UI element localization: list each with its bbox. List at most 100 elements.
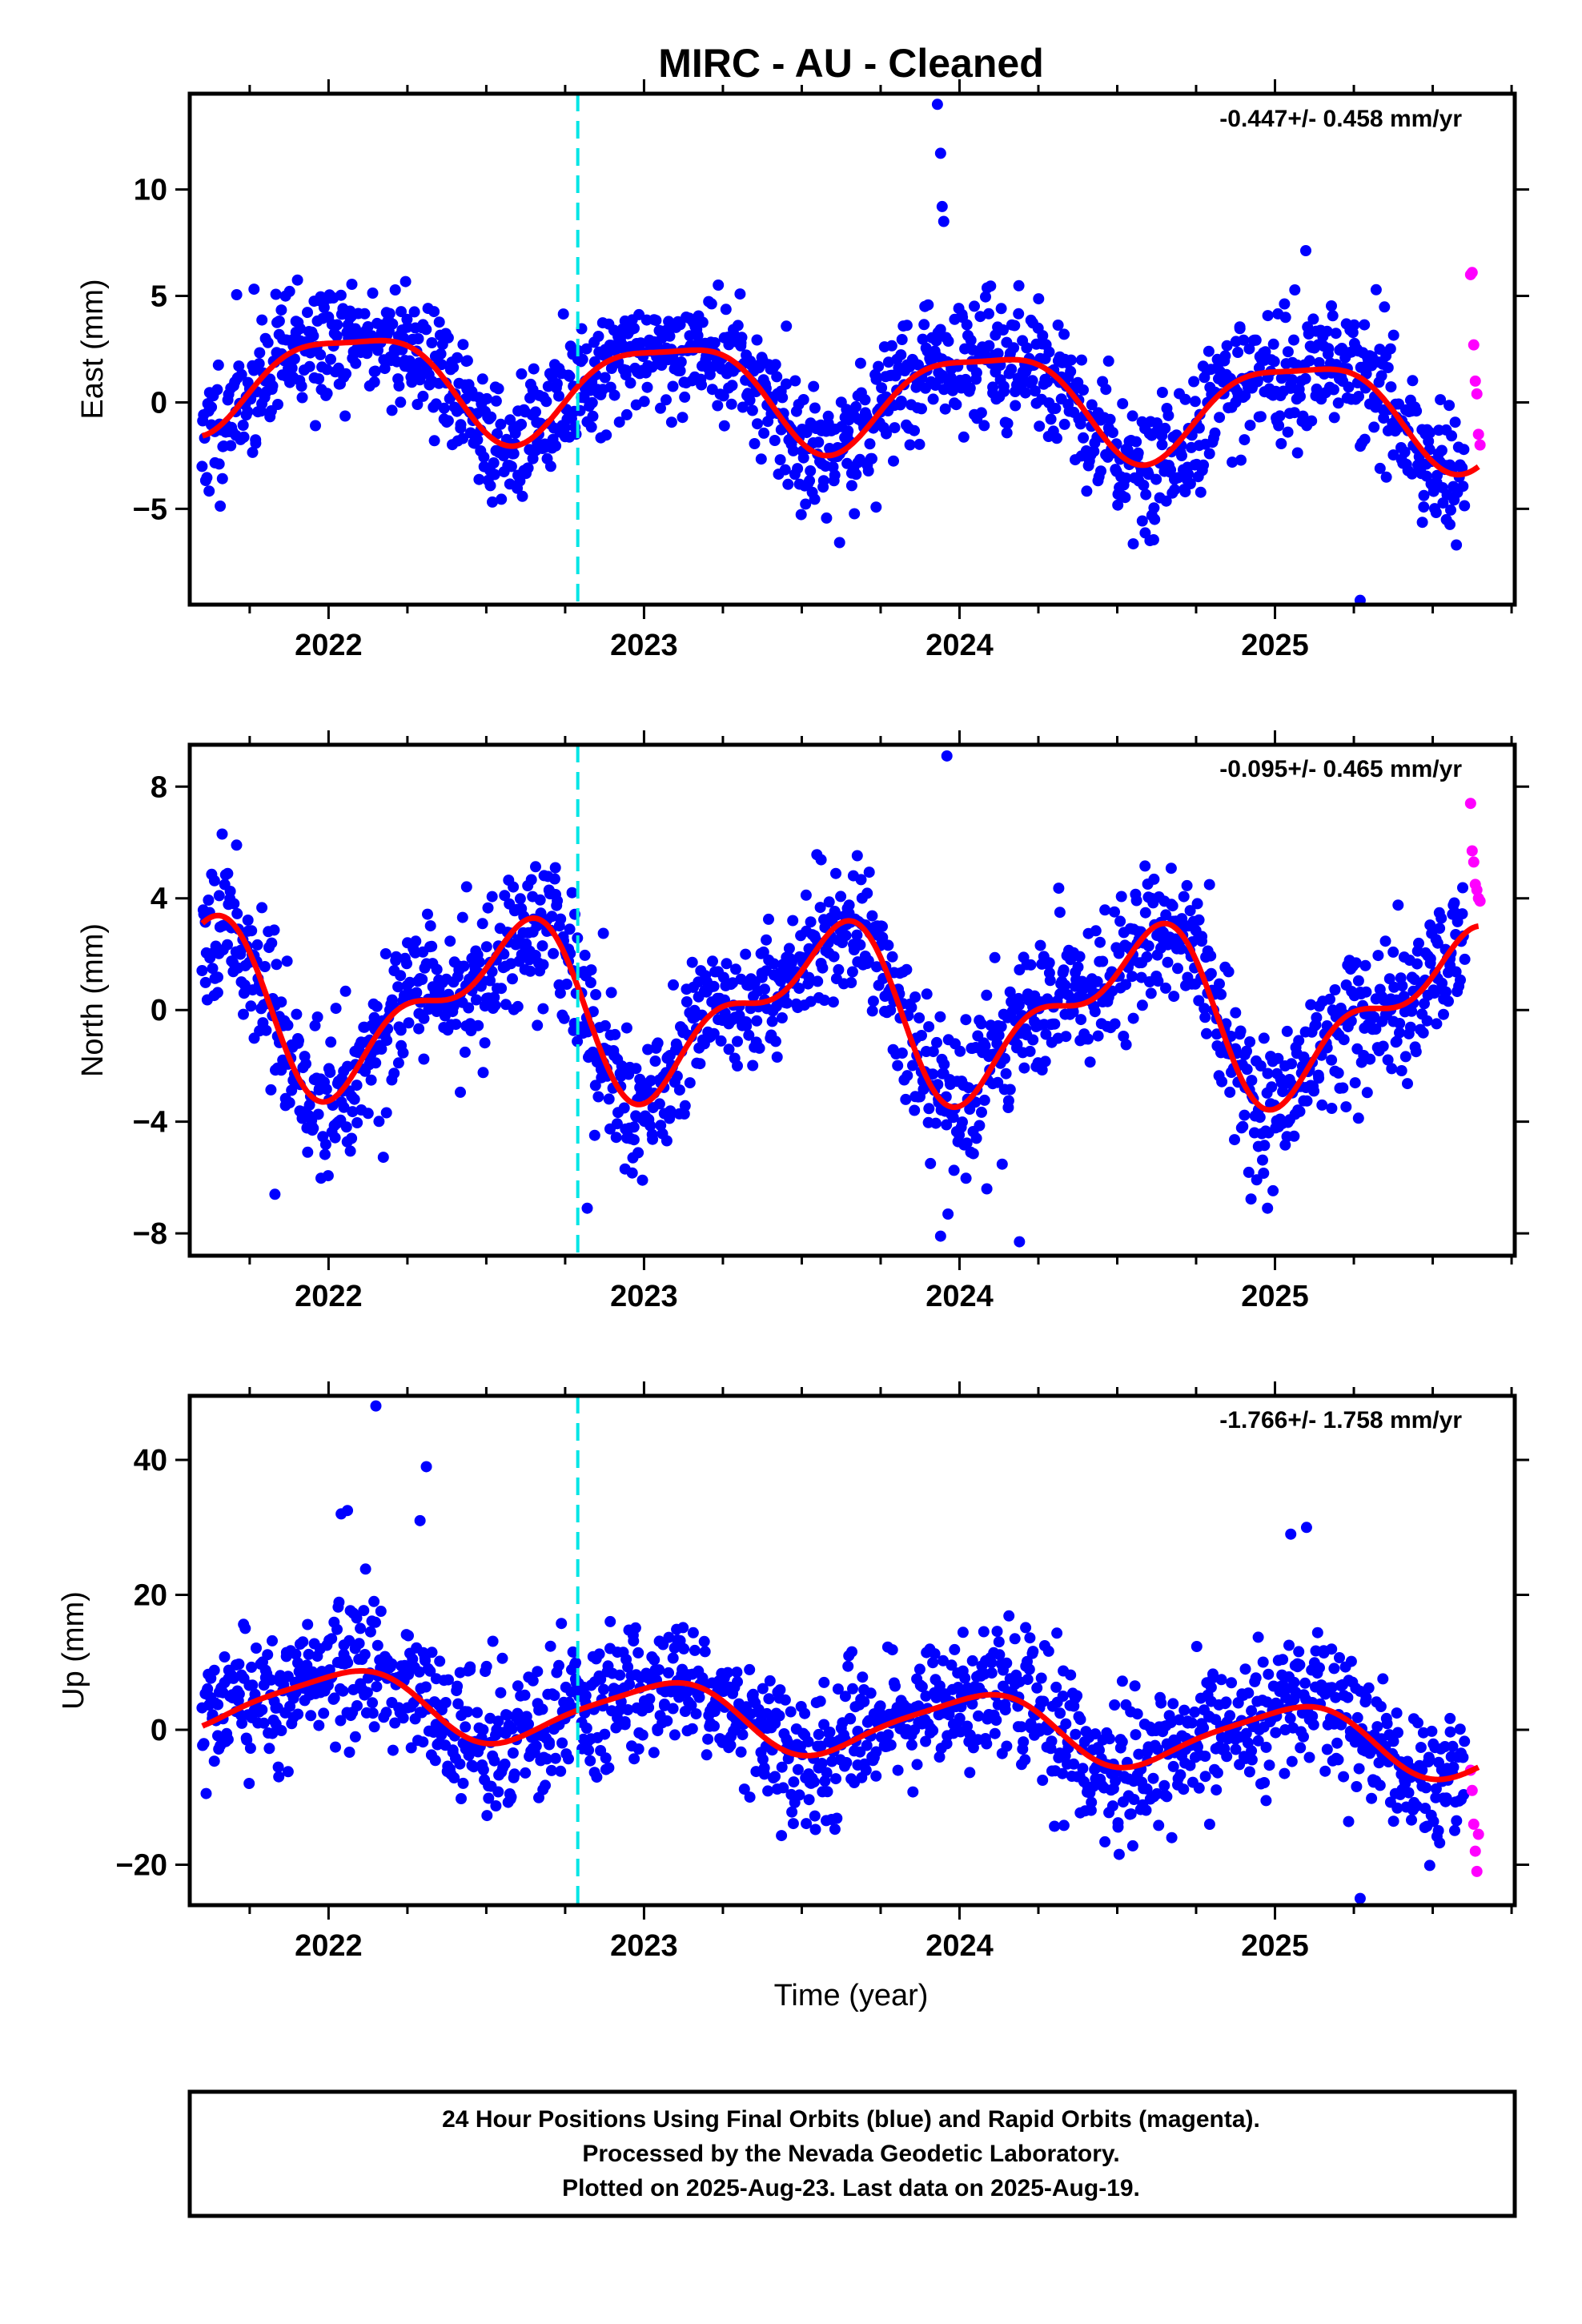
east-final-point	[1380, 471, 1392, 483]
up-final-point	[667, 1703, 679, 1715]
north-final-point	[1216, 1076, 1228, 1088]
up-final-point	[777, 1782, 789, 1794]
east-final-point	[339, 410, 351, 422]
up-final-point	[644, 1693, 656, 1705]
east-final-point	[804, 475, 816, 487]
up-final-point	[1311, 1626, 1323, 1638]
north-final-point	[653, 1098, 665, 1110]
up-final-point	[1199, 1751, 1211, 1762]
east-panel: 2022 2023 2024 2025 −5 0 5 10 East (mm) -0.447+…	[76, 79, 1529, 662]
up-final-point	[1019, 1754, 1031, 1766]
north-final-point	[1288, 1130, 1300, 1142]
east-final-point	[400, 275, 412, 287]
up-final-point	[371, 1681, 383, 1693]
east-final-point	[1321, 325, 1333, 337]
up-final-point	[1319, 1765, 1331, 1777]
up-final-point	[1260, 1741, 1272, 1753]
up-final-point	[1207, 1672, 1219, 1684]
up-plot-area: 2022 2023 2024 2025 −20 0 20 40	[116, 1381, 1529, 1963]
up-final-point	[1167, 1760, 1179, 1772]
north-final-point	[496, 983, 508, 995]
up-rapid-point	[1466, 1784, 1478, 1796]
east-final-point	[635, 337, 647, 349]
up-outlier-point	[1285, 1528, 1297, 1540]
east-final-point	[1050, 403, 1062, 414]
up-final-point	[481, 1810, 493, 1822]
north-final-point	[1350, 957, 1362, 969]
up-final-point	[1186, 1717, 1198, 1729]
east-final-point	[242, 406, 254, 418]
up-final-point	[1240, 1727, 1252, 1739]
up-final-point	[785, 1706, 797, 1718]
north-series-layer	[196, 745, 1486, 1256]
up-final-point	[1353, 1763, 1365, 1775]
north-final-point	[500, 999, 512, 1011]
up-final-point	[359, 1649, 371, 1660]
north-final-point	[1075, 1014, 1087, 1026]
up-final-point	[405, 1742, 417, 1754]
east-final-point	[992, 348, 1004, 360]
north-final-point	[300, 1058, 311, 1070]
up-final-point	[1215, 1674, 1227, 1686]
north-final-point	[231, 839, 243, 851]
north-final-point	[590, 989, 602, 1000]
north-final-point	[371, 1000, 383, 1012]
up-final-point	[816, 1758, 828, 1769]
east-final-point	[291, 274, 303, 286]
up-final-point	[570, 1657, 581, 1669]
north-final-point	[620, 1022, 632, 1034]
east-final-point	[473, 473, 485, 485]
east-final-point	[253, 358, 265, 370]
north-final-point	[1084, 1056, 1096, 1068]
east-final-point	[585, 421, 597, 433]
east-final-point	[201, 472, 213, 484]
north-final-point	[403, 1017, 415, 1029]
east-final-point	[551, 378, 563, 390]
east-final-point	[550, 440, 562, 452]
north-final-point	[1097, 955, 1109, 967]
east-final-point	[212, 359, 224, 371]
north-final-point	[954, 1045, 966, 1057]
north-final-point	[1340, 1101, 1352, 1113]
north-final-point	[307, 1122, 319, 1134]
up-final-point	[757, 1683, 769, 1695]
north-final-point	[1191, 898, 1203, 910]
up-final-point	[1440, 1792, 1452, 1804]
up-final-point	[1074, 1714, 1086, 1726]
footer-line-2: Processed by the Nevada Geodetic Laborat…	[582, 2141, 1119, 2167]
up-final-point	[367, 1707, 379, 1719]
north-final-point	[555, 913, 567, 925]
east-final-point	[1235, 454, 1247, 466]
north-final-point	[757, 946, 769, 958]
north-final-point	[827, 996, 839, 1008]
north-final-point	[1379, 935, 1391, 947]
up-final-point	[1239, 1663, 1251, 1675]
east-final-point	[412, 333, 424, 344]
north-final-point	[803, 971, 815, 983]
north-final-point	[1281, 1025, 1293, 1037]
east-final-point	[746, 404, 758, 416]
up-final-point	[1027, 1646, 1039, 1658]
up-final-point	[981, 1738, 993, 1750]
north-final-point	[925, 1157, 937, 1169]
up-final-point	[527, 1675, 539, 1687]
up-final-point	[845, 1713, 857, 1725]
up-final-point	[1427, 1815, 1439, 1827]
north-final-point	[636, 1174, 648, 1186]
east-final-point	[966, 344, 978, 356]
up-final-point	[1343, 1815, 1355, 1827]
up-final-point	[520, 1767, 532, 1779]
north-final-point	[1324, 993, 1335, 1005]
east-final-point	[1303, 355, 1315, 367]
north-final-point	[993, 1029, 1005, 1041]
up-final-point	[1294, 1659, 1306, 1671]
north-final-point	[787, 915, 799, 927]
up-rate-label: -1.766+/- 1.758 mm/yr	[1219, 1407, 1462, 1433]
north-final-point	[392, 1057, 404, 1069]
north-final-point	[761, 934, 773, 946]
east-x-tick-label: 2023	[610, 629, 678, 662]
north-final-point	[1165, 862, 1177, 875]
north-final-point	[644, 1120, 656, 1132]
north-final-point	[961, 1137, 973, 1149]
east-final-point	[1430, 507, 1442, 518]
